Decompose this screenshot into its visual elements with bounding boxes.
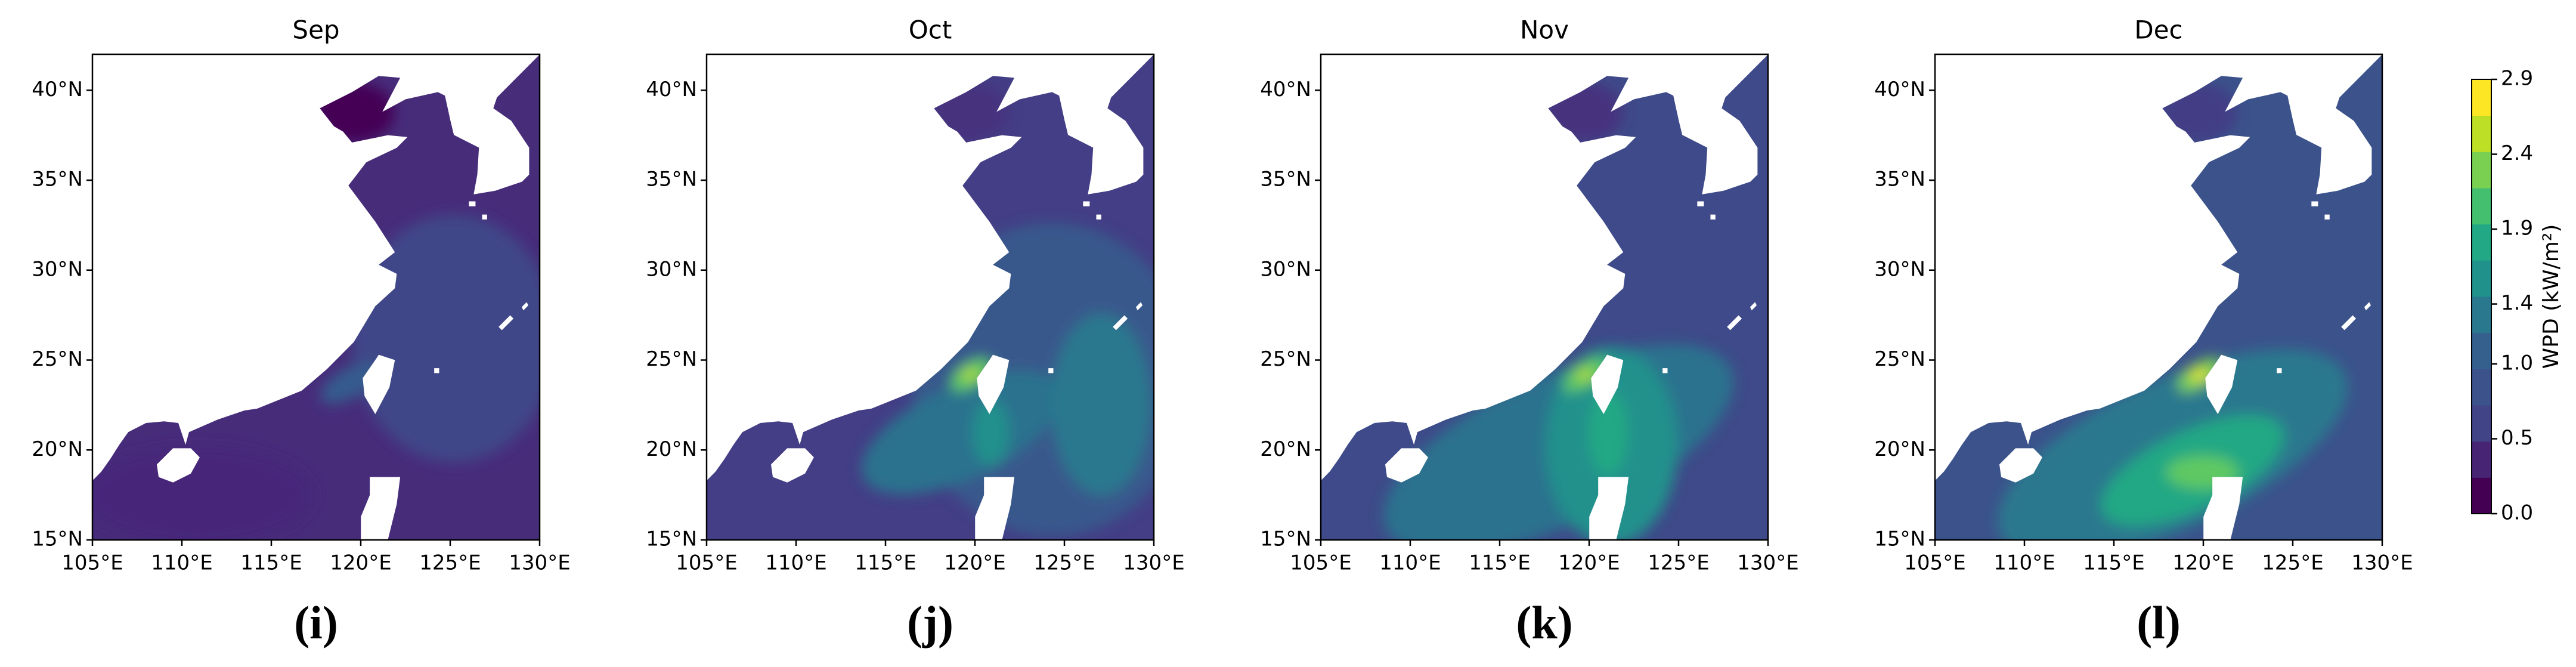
y-tick-label: 25°N [646, 347, 697, 371]
y-tick-label: 40°N [1874, 78, 1925, 101]
x-tick-label: 105°E [676, 551, 737, 575]
x-tick-label: 115°E [2083, 551, 2144, 575]
y-tick-label: 30°N [1260, 257, 1311, 281]
colorbar-band [2472, 224, 2491, 261]
x-tick-label: 110°E [1993, 551, 2055, 575]
colorbar-band [2472, 441, 2491, 478]
x-tick-label: 125°E [1648, 551, 1709, 575]
colorbar-band [2472, 297, 2491, 334]
y-tick-label: 15°N [1260, 527, 1311, 551]
axes-frame [705, 53, 1155, 541]
x-tick-label: 125°E [1033, 551, 1095, 575]
x-tick-label: 110°E [1379, 551, 1441, 575]
colorbar-tick-label: 1.4 [2501, 291, 2533, 315]
y-tick-label: 15°N [1874, 527, 1925, 551]
colorbar-tick-label: 1.9 [2501, 217, 2533, 240]
colorbar-band [2472, 79, 2491, 116]
map-art [707, 54, 1154, 541]
axes-frame [1934, 53, 2383, 541]
y-tick-label: 15°N [646, 527, 697, 551]
axes-frame [1320, 53, 1769, 541]
colorbar-band [2472, 369, 2491, 406]
y-tick-label: 15°N [32, 527, 83, 551]
x-tick-label: 105°E [61, 551, 123, 575]
x-tick-label: 105°E [1904, 551, 1965, 575]
y-tick-label: 40°N [32, 78, 83, 101]
colorbar-tick-label: 1.0 [2501, 351, 2533, 375]
colorbar-band [2472, 405, 2491, 442]
panel-caption: (j) [907, 597, 953, 649]
x-tick-label: 130°E [1123, 551, 1184, 575]
axes-frame [91, 53, 541, 541]
x-tick-label: 115°E [1469, 551, 1530, 575]
colorbar-band [2472, 260, 2491, 297]
colorbar-tick-label: 0.5 [2501, 426, 2533, 450]
y-tick-label: 35°N [1874, 168, 1925, 192]
x-tick-label: 130°E [2351, 551, 2413, 575]
colorbar-tick-label: 2.4 [2501, 141, 2533, 165]
map-art [1935, 54, 2383, 541]
y-tick-label: 35°N [1260, 168, 1311, 192]
x-tick-label: 125°E [2262, 551, 2323, 575]
map-art [1321, 54, 1769, 541]
x-tick-label: 110°E [151, 551, 212, 575]
y-tick-label: 35°N [32, 168, 83, 192]
y-tick-label: 25°N [1260, 347, 1311, 371]
y-tick-label: 20°N [1874, 437, 1925, 461]
panel-caption: (l) [2137, 597, 2181, 649]
y-tick-label: 30°N [1874, 257, 1925, 281]
x-tick-label: 105°E [1290, 551, 1351, 575]
colorbar-band [2472, 152, 2491, 189]
y-tick-label: 25°N [1874, 347, 1925, 371]
colorbar-tick-label: 2.9 [2501, 67, 2533, 91]
y-tick-label: 30°N [32, 257, 83, 281]
colorbar-label: WPD (kW/m²) [2539, 224, 2563, 369]
panel-title: Oct [909, 16, 952, 45]
y-tick-label: 30°N [646, 257, 697, 281]
y-tick-label: 40°N [646, 78, 697, 101]
y-tick-label: 20°N [32, 437, 83, 461]
x-tick-label: 130°E [509, 551, 570, 575]
panel-caption: (k) [1516, 597, 1572, 649]
colorbar-band [2472, 188, 2491, 225]
x-tick-label: 120°E [330, 551, 391, 575]
x-tick-label: 110°E [765, 551, 826, 575]
colorbar-tick-label: 0.0 [2501, 501, 2533, 525]
x-tick-label: 125°E [419, 551, 481, 575]
x-tick-label: 120°E [2172, 551, 2234, 575]
colorbar-band [2472, 332, 2491, 369]
x-tick-label: 120°E [944, 551, 1005, 575]
x-tick-label: 115°E [240, 551, 302, 575]
panel-title: Dec [2134, 16, 2182, 45]
y-tick-label: 35°N [646, 168, 697, 192]
panel-title: Nov [1520, 16, 1569, 45]
x-tick-label: 115°E [854, 551, 916, 575]
colorbar-band [2472, 477, 2491, 514]
panel-caption: (i) [294, 597, 338, 649]
y-tick-label: 25°N [32, 347, 83, 371]
colorbar-frame [2471, 79, 2492, 514]
x-tick-label: 130°E [1737, 551, 1798, 575]
colorbar-band [2472, 115, 2491, 152]
map-art [92, 54, 540, 541]
y-tick-label: 40°N [1260, 78, 1311, 101]
panel-title: Sep [292, 16, 339, 45]
y-tick-label: 20°N [1260, 437, 1311, 461]
y-tick-label: 20°N [646, 437, 697, 461]
x-tick-label: 120°E [1558, 551, 1620, 575]
